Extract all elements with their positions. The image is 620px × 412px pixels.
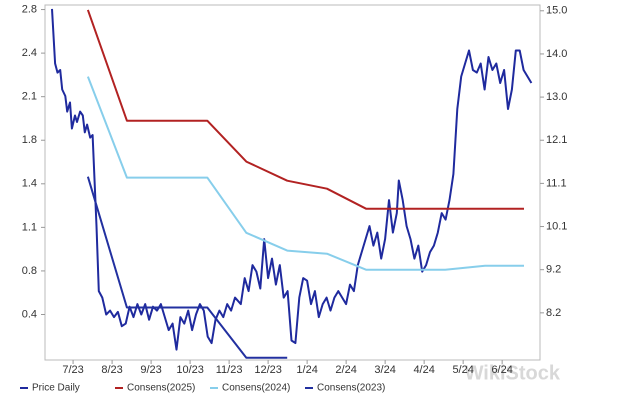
y-tick-label: 1.4: [22, 178, 37, 190]
x-tick-label: 9/23: [140, 364, 161, 376]
y-tick-label: 2.4: [22, 47, 37, 59]
legend-label: Consens(2024): [222, 383, 290, 394]
x-tick-label: 8/23: [101, 364, 122, 376]
y2-tick-label: 10.1: [546, 220, 567, 232]
x-tick-label: 7/23: [62, 364, 83, 376]
y2-tick-label: 13.0: [546, 91, 567, 103]
x-tick-label: 11/23: [216, 364, 243, 376]
plot-frame: [44, 4, 541, 361]
x-tick-label: 12/23: [254, 364, 282, 376]
legend-label: Price Daily: [32, 383, 80, 394]
x-tick-label: 6/24: [491, 364, 512, 376]
series-line: [86, 9, 524, 210]
y2-tick-label: 9.2: [546, 264, 561, 276]
x-tick-label: 5/24: [452, 364, 473, 376]
y-tick-label: 2.1: [22, 91, 37, 103]
x-tick-label: 1/24: [296, 364, 317, 376]
y-tick-label: 0.8: [22, 265, 37, 277]
y2-tick-label: 8.2: [546, 307, 561, 319]
x-tick-label: 10/23: [176, 364, 204, 376]
y-tick-label: 1.8: [22, 134, 37, 146]
series-line: [86, 176, 288, 359]
y2-tick-label: 12.1: [546, 134, 567, 146]
legend-label: Consens(2023): [317, 383, 385, 394]
series-line: [51, 8, 533, 351]
y2-tick-label: 14.0: [546, 48, 567, 60]
y-tick-label: 1.1: [22, 221, 37, 233]
y2-tick-label: 11.1: [546, 177, 567, 189]
y2-tick-label: 15.0: [546, 5, 567, 17]
x-tick-label: 2/24: [335, 364, 356, 376]
series-line: [86, 76, 524, 271]
legend-label: Consens(2025): [127, 383, 195, 394]
y-tick-label: 0.4: [22, 308, 37, 320]
watermark: WikiStock: [465, 362, 561, 384]
x-tick-label: 4/24: [413, 364, 434, 376]
y-tick-label: 2.8: [22, 3, 37, 15]
x-tick-label: 3/24: [374, 364, 395, 376]
